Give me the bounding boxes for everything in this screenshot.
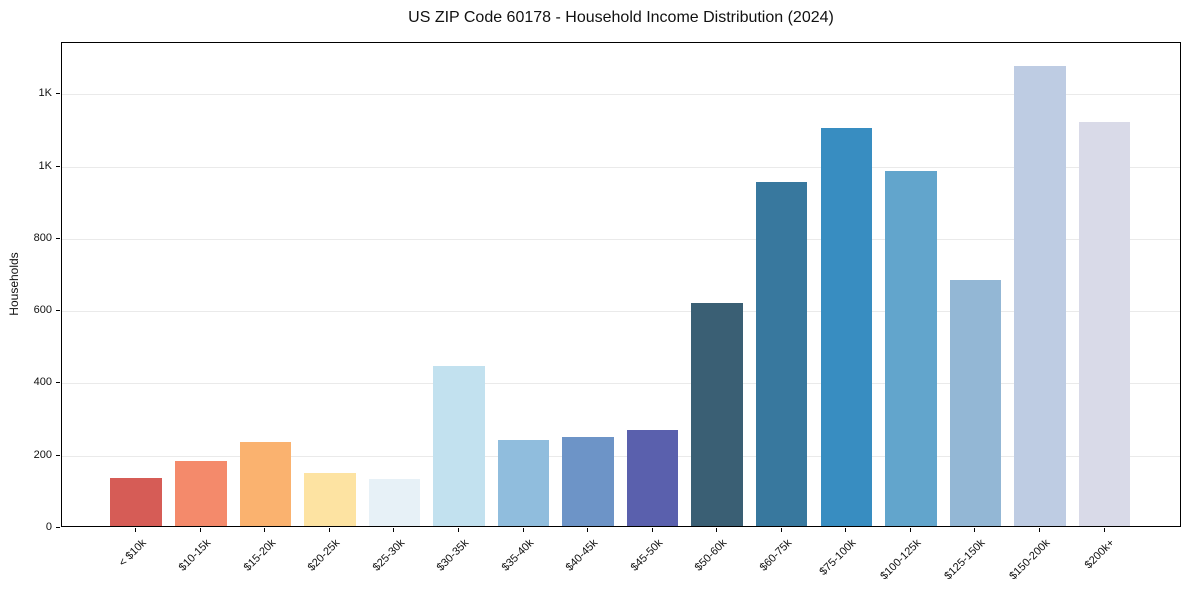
x-tick-mark	[974, 528, 976, 532]
x-tick-mark	[199, 528, 201, 532]
x-tick-mark	[651, 528, 653, 532]
bar	[1014, 65, 1066, 526]
y-tick-label: 200	[33, 448, 52, 461]
y-tick-label: 1K	[38, 87, 52, 100]
y-axis-label: Households	[7, 252, 21, 316]
y-tick-mark	[56, 454, 60, 456]
y-tick-mark	[56, 93, 60, 95]
y-tick-mark	[56, 527, 60, 528]
x-tick-label: $20-25k	[305, 537, 343, 574]
x-tick-label: $200k+	[1082, 537, 1117, 572]
y-tick-mark	[56, 310, 60, 312]
bar	[691, 303, 743, 526]
x-tick-mark	[458, 528, 459, 532]
bar	[1078, 122, 1131, 526]
x-tick-mark	[264, 528, 266, 532]
x-tick-label: $150-200k	[1007, 537, 1053, 583]
bar	[626, 429, 679, 526]
gridline	[62, 166, 1180, 168]
y-tick-label: 0	[45, 521, 52, 533]
bar	[433, 365, 485, 526]
x-tick-mark	[135, 528, 137, 532]
x-tick-label: $30-35k	[434, 537, 472, 574]
bar	[885, 171, 937, 526]
chart-title: US ZIP Code 60178 - Household Income Dis…	[408, 9, 834, 26]
x-tick-label: $100-125k	[878, 537, 924, 583]
y-tick-label: 1K	[38, 159, 52, 172]
x-tick-mark	[780, 528, 782, 532]
bar	[368, 479, 421, 526]
x-tick-label: $75-100k	[817, 537, 859, 578]
x-tick-mark	[587, 528, 589, 532]
bar	[304, 472, 356, 526]
y-tick-label: 400	[33, 376, 52, 389]
x-tick-mark	[522, 528, 524, 532]
gridline	[62, 94, 1180, 96]
bar	[175, 460, 227, 526]
bar	[949, 279, 1002, 526]
x-tick-label: < $10k	[116, 537, 149, 570]
gridline	[62, 455, 1180, 457]
x-tick-label: $60-75k	[757, 537, 795, 574]
plot-area	[61, 42, 1181, 527]
bar	[820, 128, 873, 526]
x-tick-mark	[1039, 528, 1040, 532]
bar	[110, 477, 162, 526]
x-tick-label: $10-15k	[176, 537, 214, 574]
x-tick-label: $50-60k	[693, 537, 730, 574]
x-tick-label: $125-150k	[942, 537, 988, 583]
y-tick-label: 800	[33, 231, 52, 244]
bar	[755, 181, 808, 526]
x-tick-mark	[845, 528, 847, 532]
gridline	[62, 311, 1180, 313]
y-tick-mark	[56, 165, 60, 167]
bar	[239, 442, 292, 526]
x-tick-label: $35-40k	[499, 537, 537, 574]
bar	[562, 437, 614, 526]
x-tick-label: $45-50k	[628, 537, 666, 574]
x-tick-mark	[393, 528, 395, 532]
gridline	[62, 383, 1180, 385]
y-tick-mark	[56, 382, 60, 384]
x-tick-label: $25-30k	[370, 537, 407, 574]
y-tick-label: 600	[33, 304, 52, 317]
x-tick-mark	[1103, 528, 1105, 532]
x-tick-label: $40-45k	[563, 537, 601, 574]
x-tick-mark	[716, 528, 718, 532]
x-tick-mark	[328, 528, 330, 532]
gridline	[62, 238, 1180, 240]
x-tick-mark	[909, 528, 911, 532]
y-tick-mark	[56, 237, 60, 239]
bar	[497, 440, 550, 526]
x-tick-label: $15-20k	[241, 537, 278, 574]
